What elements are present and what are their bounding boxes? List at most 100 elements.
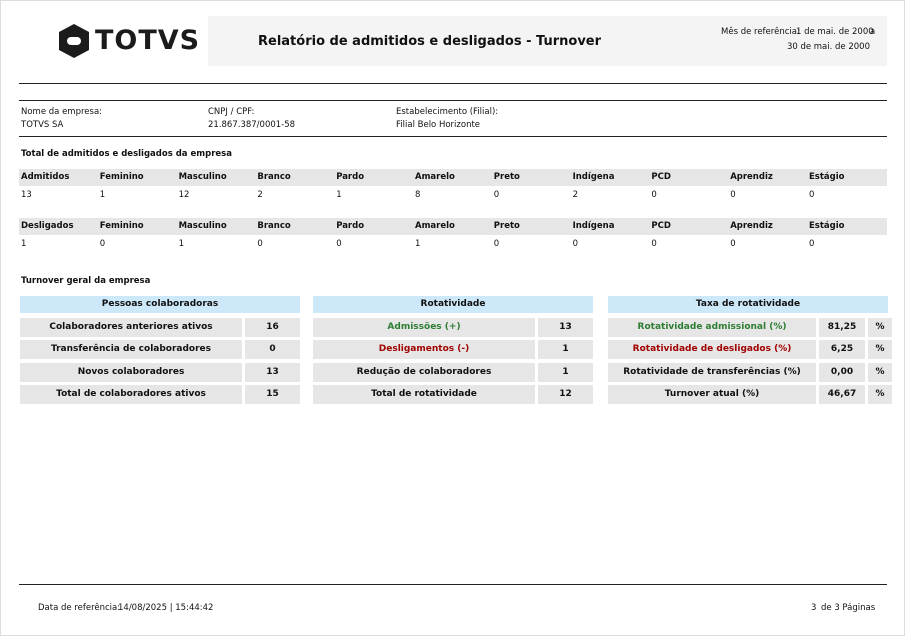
row-label: Rotatividade de transferências (%): [608, 362, 816, 382]
table-header: PCD: [651, 221, 671, 231]
table-value: 0: [651, 239, 657, 249]
table-header: Feminino: [99, 221, 144, 231]
table-value: 2: [572, 190, 579, 200]
row-label: Novos colaboradores: [20, 362, 242, 382]
table-value: 0: [730, 239, 736, 249]
table-header: Estágio: [809, 221, 845, 231]
logo-icon: [56, 23, 92, 59]
table-header: Feminino: [99, 172, 144, 182]
row-unit: %: [868, 318, 892, 337]
ref-label: Mês de referência:: [721, 27, 800, 37]
logo-shape: [59, 24, 89, 58]
row-label: Redução de colaboradores: [313, 362, 535, 382]
row-value: 13: [538, 318, 593, 337]
footer-page: 3: [811, 603, 817, 613]
field-value: TOTVS SA: [21, 120, 64, 130]
table-header: Pardo: [336, 172, 365, 182]
table-value: 1: [21, 239, 27, 249]
field-value: Filial Belo Horizonte: [396, 120, 481, 130]
table-header: Admitidos: [21, 172, 70, 182]
row-value: 1: [538, 340, 593, 360]
row-value: 0,00: [819, 362, 865, 382]
table-value: 1: [336, 190, 342, 200]
table-header: Indígena: [572, 172, 615, 182]
table-value: 0: [809, 190, 815, 200]
row-value: 6,25: [819, 340, 865, 360]
table-header-bg: [19, 169, 887, 186]
field-label: Nome da empresa:: [21, 107, 103, 117]
row-unit: %: [868, 384, 892, 404]
table-value: 13: [21, 190, 32, 200]
row-value: 0: [245, 340, 300, 360]
row-label: Colaboradores anteriores ativos: [20, 318, 242, 337]
table-header: Pardo: [336, 221, 365, 231]
row-value: 15: [245, 384, 300, 404]
table-value: 0: [257, 239, 263, 249]
table-value: 12: [178, 190, 190, 200]
field-value: 21.867.387/0001-58: [208, 120, 296, 130]
logo-text: TOTVS: [95, 25, 201, 56]
divider: [19, 100, 887, 101]
section-title: Total de admitidos e desligados da empre…: [21, 149, 232, 159]
row-value: 12: [538, 384, 593, 404]
table-header: Aprendiz: [730, 221, 773, 231]
table-header-bg: [19, 218, 887, 235]
table-value: 2: [257, 190, 263, 200]
row-label: Rotatividade admissional (%): [608, 318, 816, 337]
footer-page-text: de 3 Páginas: [821, 603, 876, 613]
panel-title: Taxa de rotatividade: [608, 296, 888, 313]
row-label: Desligamentos (-): [313, 340, 535, 360]
table-value: 1: [99, 190, 106, 200]
table-header: Estágio: [809, 172, 845, 182]
row-value: 46,67: [819, 384, 865, 404]
header-box: [208, 16, 887, 66]
field-label: Estabelecimento (Filial):: [396, 107, 499, 117]
field-label: CNPJ / CPF:: [208, 107, 255, 117]
row-label: Transferência de colaboradores: [20, 340, 242, 360]
table-value: 1: [178, 239, 185, 249]
divider: [19, 136, 887, 137]
row-value: 81,25: [819, 318, 865, 337]
table-header: Masculino: [178, 172, 227, 182]
panel-title: Rotatividade: [313, 296, 593, 313]
table-value: 0: [572, 239, 579, 249]
row-label: Rotatividade de desligados (%): [608, 340, 816, 360]
table-header: PCD: [651, 172, 671, 182]
section-title: Turnover geral da empresa: [21, 276, 151, 286]
table-header: Indígena: [572, 221, 615, 231]
ref-sep: a: [870, 27, 876, 37]
row-value: 13: [245, 362, 300, 382]
row-unit: %: [868, 340, 892, 360]
ref-to: 30 de mai. de 2000: [786, 42, 870, 52]
table-value: 0: [493, 239, 500, 249]
table-value: 0: [651, 190, 657, 200]
table-header: Masculino: [178, 221, 227, 231]
report-title: Relatório de admitidos e desligados - Tu…: [258, 34, 602, 49]
table-value: 0: [809, 239, 815, 249]
table-value: 0: [336, 239, 342, 249]
footer-date-label: Data de referência:: [38, 603, 121, 613]
row-label: Total de colaboradores ativos: [20, 384, 242, 404]
table-value: 0: [99, 239, 106, 249]
row-label: Total de rotatividade: [313, 384, 535, 404]
table-value: 8: [415, 190, 421, 200]
footer-date: 14/08/2025 | 15:44:42: [118, 603, 214, 613]
table-header: Amarelo: [415, 221, 455, 231]
divider: [19, 83, 887, 84]
row-unit: %: [868, 362, 892, 382]
table-header: Branco: [257, 172, 291, 182]
table-header: Preto: [493, 221, 520, 231]
table-header: Preto: [493, 172, 520, 182]
table-value: 0: [493, 190, 500, 200]
table-value: 1: [415, 239, 421, 249]
table-value: 0: [730, 190, 736, 200]
table-header: Aprendiz: [730, 172, 773, 182]
row-value: 16: [245, 318, 300, 337]
row-label: Admissões (+): [313, 318, 535, 337]
table-header: Amarelo: [415, 172, 455, 182]
table-header: Branco: [257, 221, 291, 231]
panel-title: Pessoas colaboradoras: [20, 296, 300, 313]
divider: [19, 584, 887, 585]
row-value: 1: [538, 362, 593, 382]
